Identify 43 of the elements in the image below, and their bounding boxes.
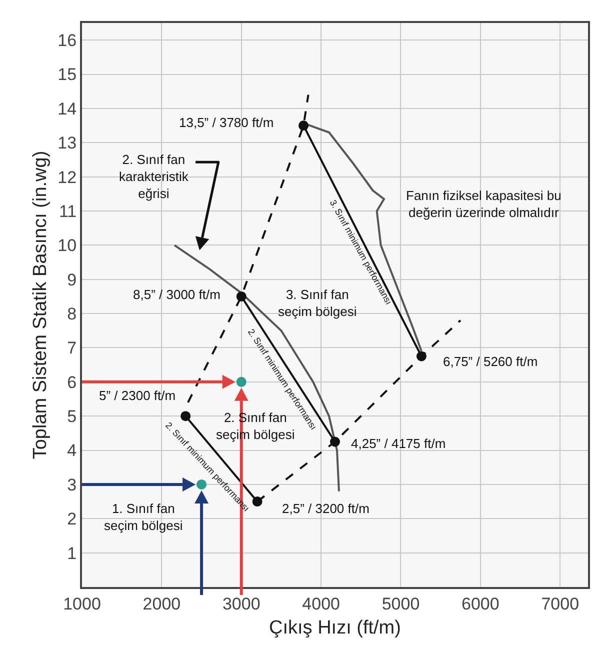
y-tick-label: 5 <box>67 407 77 426</box>
x-tick-label: 6000 <box>462 594 500 614</box>
y-tick-label: 3 <box>67 475 77 494</box>
y-tick-label: 1 <box>67 544 77 563</box>
point <box>416 351 426 362</box>
y-tick-label: 10 <box>58 236 77 256</box>
annotation: Fanın fiziksel kapasitesi bu değerin üzerinde olmalıdır <box>406 188 562 220</box>
y-tick-label: 16 <box>58 31 77 50</box>
point <box>236 376 246 387</box>
y-tick-label: 6 <box>67 372 77 392</box>
x-tick-label: 3000 <box>222 594 260 614</box>
y-tick-label: 13 <box>58 134 77 153</box>
y-tick-label: 2 <box>67 510 77 529</box>
x-axis-title: Çıkış Hızı (ft/m) <box>269 618 401 639</box>
point <box>252 496 262 507</box>
annotation: 8,5” / 3000 ft/m <box>133 287 220 302</box>
point <box>298 120 309 131</box>
annotation: 4,25” / 4175 ft/m <box>351 436 446 451</box>
x-tick-label: 7000 <box>541 594 580 614</box>
x-tick-label: 5000 <box>382 594 420 614</box>
annotation: 2. Sınıf fan karakteristik eğrisi <box>119 152 189 201</box>
point <box>330 436 340 447</box>
y-axis-title: Toplam Sistem Statik Basıncı (in.wg) <box>30 150 52 460</box>
y-tick-label: 7 <box>67 338 77 358</box>
y-tick-label: 15 <box>58 65 77 84</box>
y-tick-label: 9 <box>67 270 77 290</box>
x-tick-label: 1000 <box>63 594 101 614</box>
point <box>236 291 246 302</box>
x-tick-label: 2000 <box>142 594 181 614</box>
y-tick-label: 14 <box>58 99 77 118</box>
annotation: 2,5” / 3200 ft/m <box>282 501 370 516</box>
x-tick-label: 4000 <box>302 594 340 614</box>
y-tick-label: 4 <box>67 441 77 460</box>
y-tick-label: 8 <box>67 304 77 324</box>
annotation: 6,75” / 5260 ft/m <box>443 354 538 369</box>
annotation: 1. Sınıf fan seçim bölgesi <box>104 501 183 533</box>
y-tick-label: 11 <box>58 202 77 221</box>
annotation: 13,5” / 3780 ft/m <box>179 115 274 130</box>
annotation: 3. Sınıf fan seçim bölgesi <box>278 287 357 319</box>
y-tick-label: 12 <box>58 168 77 187</box>
point <box>196 479 207 490</box>
point <box>180 411 191 422</box>
annotation: 5” / 2300 ft/m <box>99 388 176 403</box>
